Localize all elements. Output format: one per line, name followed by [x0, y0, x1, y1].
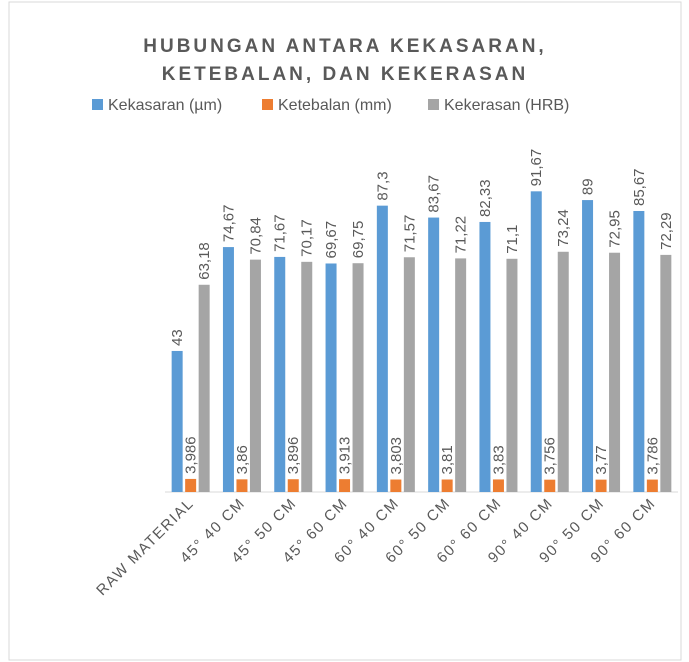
bar: [339, 479, 351, 492]
bar: [530, 191, 542, 493]
bar: [249, 259, 261, 492]
chart-subtitle: KETEBALAN, DAN KEKERASAN: [162, 64, 529, 85]
legend-swatch: [262, 99, 273, 110]
value-label: 71,1: [504, 225, 521, 254]
value-label: 3,913: [337, 437, 354, 475]
bar: [544, 479, 556, 492]
value-label: 3,986: [183, 436, 200, 474]
value-label: 74,67: [220, 205, 237, 243]
bar: [633, 211, 645, 493]
bar: [557, 251, 569, 492]
bar: [582, 200, 594, 492]
legend-swatch: [92, 99, 103, 110]
value-label: 69,67: [323, 221, 340, 259]
value-label: 3,83: [490, 445, 507, 474]
legend-label: Kekasaran (µm): [108, 97, 222, 114]
value-label: 63,18: [196, 242, 213, 280]
bar: [301, 261, 313, 492]
bar: [376, 205, 388, 492]
value-label: 3,77: [593, 445, 610, 474]
value-label: 71,22: [453, 216, 470, 254]
value-label: 89: [580, 178, 597, 195]
chart-border: [8, 1, 682, 661]
bar: [428, 217, 440, 493]
value-label: 91,67: [528, 149, 545, 187]
value-label: 3,756: [542, 437, 559, 475]
bar: [660, 254, 672, 492]
bar: [506, 258, 518, 492]
bar: [236, 479, 248, 492]
bar: [455, 258, 467, 492]
value-label: 3,803: [388, 437, 405, 475]
value-label: 3,786: [644, 437, 661, 475]
bar: [352, 263, 364, 492]
value-label: 83,67: [426, 175, 443, 213]
bar: [287, 479, 299, 492]
value-label: 85,67: [631, 168, 648, 206]
bar: [185, 478, 197, 492]
value-label: 70,17: [299, 219, 316, 257]
legend-label: Ketebalan (mm): [278, 97, 392, 114]
value-label: 82,33: [477, 179, 494, 217]
bar: [403, 257, 415, 492]
value-label: 71,57: [401, 215, 418, 253]
value-label: 73,24: [555, 209, 572, 247]
bar: [222, 247, 234, 492]
bar: [492, 479, 504, 492]
bar: [609, 252, 621, 492]
value-label: 69,75: [350, 221, 367, 259]
legend-label: Kekerasan (HRB): [444, 97, 569, 114]
bar: [171, 350, 183, 492]
legend-swatch: [428, 99, 439, 110]
bar: [325, 263, 337, 492]
value-label: 3,81: [439, 445, 456, 474]
bar: [646, 479, 658, 492]
value-label: 3,896: [285, 437, 302, 475]
value-label: 72,95: [607, 210, 624, 248]
bar: [441, 479, 453, 492]
value-label: 87,3: [374, 171, 391, 200]
chart-title: HUBUNGAN ANTARA KEKASARAN,: [143, 36, 546, 57]
bar: [198, 284, 210, 492]
bar: [479, 221, 491, 493]
bar: [390, 479, 402, 492]
bar: [595, 479, 607, 492]
value-label: 71,67: [272, 214, 289, 252]
value-label: 72,29: [658, 212, 675, 250]
bar: [274, 256, 286, 492]
value-label: 70,84: [247, 217, 264, 255]
value-label: 3,86: [234, 445, 251, 474]
value-label: 43: [169, 329, 186, 346]
